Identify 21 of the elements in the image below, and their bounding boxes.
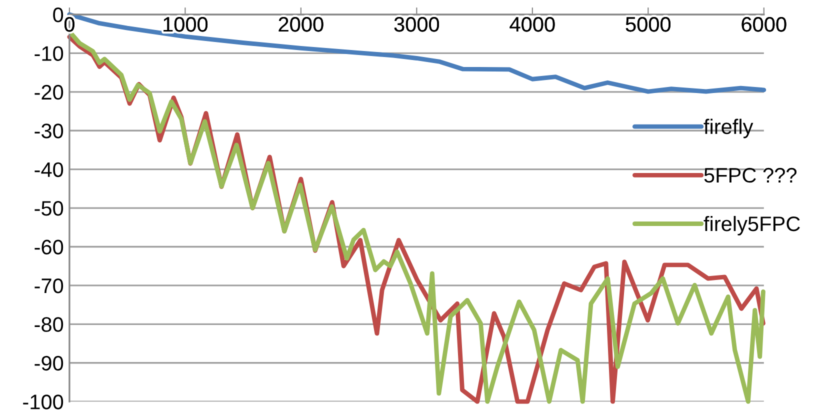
- y-tick-label: -30: [34, 124, 64, 138]
- x-tick-label: 4000: [510, 16, 555, 32]
- y-tick-label: -50: [34, 201, 64, 216]
- y-tick-label: -80: [34, 317, 64, 332]
- y-tick-label: -100: [23, 394, 64, 410]
- x-tick-label: 3000: [394, 16, 440, 32]
- legend-label: firely5FPC: [704, 216, 800, 236]
- x-tick-label: 6000: [742, 16, 786, 32]
- y-tick-label: -70: [34, 278, 64, 294]
- x-tick-label: 2000: [278, 16, 324, 32]
- y-tick-label: -40: [34, 162, 64, 178]
- y-tick-label: -10: [34, 46, 64, 61]
- legend-label: 5FPC ???: [704, 168, 796, 183]
- x-tick-label: 0: [64, 16, 74, 32]
- x-tick-label: 5000: [626, 16, 671, 32]
- y-tick-label: -60: [34, 240, 64, 254]
- y-tick-label: 0: [53, 7, 64, 22]
- legend-label: firefly: [704, 118, 754, 138]
- y-tick-label: -90: [34, 356, 64, 371]
- y-tick-label: -20: [34, 84, 64, 100]
- x-tick-label: 1000: [164, 16, 208, 32]
